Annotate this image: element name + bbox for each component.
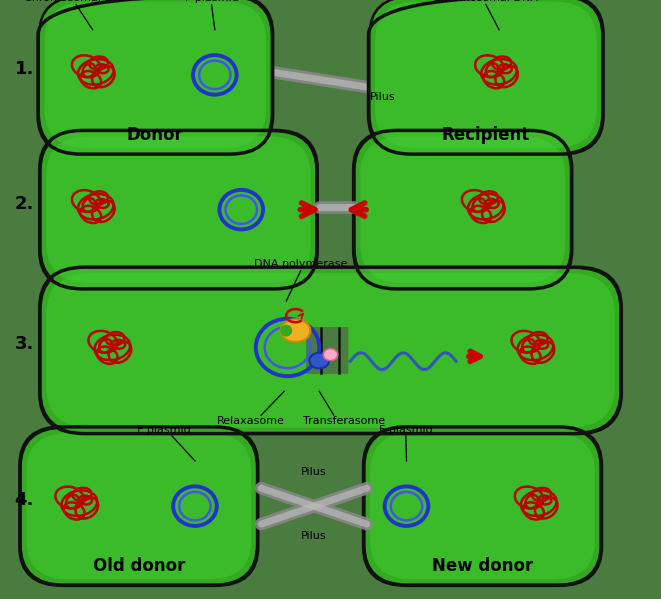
FancyBboxPatch shape <box>306 327 329 374</box>
Text: 2.: 2. <box>15 195 34 213</box>
Text: Pilus: Pilus <box>301 531 327 541</box>
Text: Donor: Donor <box>127 126 184 144</box>
Ellipse shape <box>280 325 292 337</box>
FancyBboxPatch shape <box>40 0 271 152</box>
Text: Old donor: Old donor <box>93 557 185 576</box>
Text: Transferasome: Transferasome <box>303 416 385 426</box>
FancyBboxPatch shape <box>40 267 621 434</box>
FancyBboxPatch shape <box>40 131 317 289</box>
FancyBboxPatch shape <box>326 327 348 374</box>
FancyBboxPatch shape <box>22 429 256 583</box>
FancyBboxPatch shape <box>46 273 615 428</box>
Text: 3.: 3. <box>15 335 34 353</box>
Text: 1.: 1. <box>15 60 34 78</box>
FancyBboxPatch shape <box>42 132 315 287</box>
FancyBboxPatch shape <box>20 427 258 585</box>
Text: Pilus: Pilus <box>301 467 327 477</box>
FancyBboxPatch shape <box>375 2 597 148</box>
FancyBboxPatch shape <box>46 137 311 283</box>
FancyBboxPatch shape <box>26 433 251 579</box>
Text: Relaxasome: Relaxasome <box>217 416 285 426</box>
Text: DNA polymerase: DNA polymerase <box>254 259 348 270</box>
FancyBboxPatch shape <box>369 0 603 154</box>
FancyBboxPatch shape <box>370 433 595 579</box>
FancyBboxPatch shape <box>366 429 600 583</box>
FancyBboxPatch shape <box>370 0 602 152</box>
Text: Chromosomal DNA: Chromosomal DNA <box>434 0 538 3</box>
Text: F plasmid: F plasmid <box>184 0 239 3</box>
Text: Chromosomal DNA: Chromosomal DNA <box>24 0 128 3</box>
Ellipse shape <box>280 319 311 342</box>
FancyBboxPatch shape <box>364 427 602 585</box>
Text: F plasmid: F plasmid <box>379 425 433 435</box>
Text: Pilus: Pilus <box>370 92 396 102</box>
Text: 4.: 4. <box>15 491 34 509</box>
Text: F plasmid: F plasmid <box>137 425 191 435</box>
Text: New donor: New donor <box>432 557 533 576</box>
Ellipse shape <box>323 349 338 361</box>
FancyBboxPatch shape <box>45 2 266 148</box>
FancyBboxPatch shape <box>354 131 572 289</box>
FancyBboxPatch shape <box>360 137 565 283</box>
FancyBboxPatch shape <box>38 0 272 154</box>
FancyBboxPatch shape <box>356 132 570 287</box>
Ellipse shape <box>309 353 329 368</box>
FancyBboxPatch shape <box>42 269 619 432</box>
Text: Recipient: Recipient <box>442 126 530 144</box>
